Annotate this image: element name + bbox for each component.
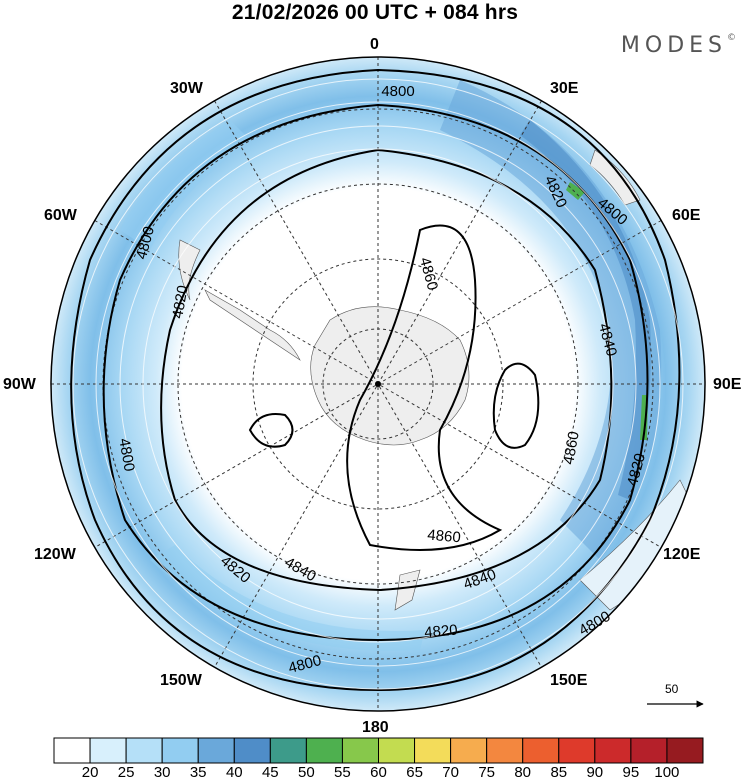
lon-label-30e: 30E: [550, 80, 579, 97]
colorbar-tick-label: 50: [298, 764, 315, 781]
wind-reference-label: 50: [665, 682, 679, 696]
colorbar-swatch: [594, 737, 632, 764]
map-boundary: [50, 56, 706, 712]
antarctic-peninsula: [204, 289, 301, 361]
lon-label-180: 180: [362, 719, 389, 736]
colorbar-swatch: [233, 737, 271, 764]
contour-label: 4800: [115, 437, 138, 473]
colorbar-tick-label: 90: [586, 764, 604, 781]
colorbar-tick-label: 20: [81, 764, 99, 781]
south-pole-marker: [375, 381, 381, 387]
contour-label: 4860: [427, 527, 462, 547]
colorbar-swatch: [522, 737, 560, 764]
lon-label-150w: 150W: [160, 672, 202, 689]
lon-label-90w: 90W: [3, 376, 36, 393]
colorbar-tick-label: 25: [117, 764, 135, 781]
lon-label-120e: 120E: [663, 546, 701, 563]
colorbar-tick-label: 70: [442, 764, 459, 781]
colorbar-tick-label: 40: [225, 764, 243, 781]
colorbar-swatch: [378, 737, 416, 764]
colorbar-swatch: [341, 737, 380, 764]
contour-high-west: [248, 413, 294, 448]
colorbar-tick-label: 100: [654, 764, 680, 781]
lon-label-60e: 60E: [672, 207, 701, 224]
contour-label: 4860: [560, 430, 583, 466]
contour-4800: [70, 68, 681, 692]
colorbar-swatch: [197, 737, 235, 764]
colorbar-tick-label: 80: [514, 764, 532, 781]
colorbar-swatch: [161, 737, 199, 764]
antarctica-landmass: [310, 306, 470, 446]
contour-high-east: [492, 362, 540, 449]
colorbar-tick-label: 85: [550, 764, 568, 781]
brand-logo: MODES©: [621, 33, 736, 58]
colorbar-swatch: [305, 737, 343, 764]
contour-label: 4800: [381, 83, 414, 100]
colorbar-swatch: [53, 737, 91, 764]
contour-4860: [346, 224, 503, 551]
brand-text: MODES: [620, 33, 727, 58]
colorbar-swatch: [630, 737, 668, 764]
contour-4820: [102, 103, 649, 642]
colorbar-swatch: [486, 737, 524, 764]
lon-label-150e: 150E: [550, 672, 588, 689]
south-america-tip: [178, 239, 201, 301]
contour-4840: [160, 148, 613, 592]
colorbar-tick-label: 35: [189, 764, 207, 781]
colorbar-swatch: [558, 737, 596, 764]
south-africa-tip: [589, 149, 641, 206]
map-title: 21/02/2026 00 UTC + 084 hrs: [231, 1, 519, 24]
contour-label: 4820: [169, 284, 192, 320]
wind-streamlines: [72, 78, 684, 690]
brand-mark: ©: [727, 33, 736, 43]
lon-label-120w: 120W: [34, 546, 76, 563]
lon-label-90e: 90E: [713, 376, 742, 393]
contour-label: 4820: [424, 622, 459, 642]
colorbar-tick-label: 75: [478, 764, 496, 781]
jet-max-east: [520, 120, 651, 500]
lon-label-30w: 30W: [170, 80, 203, 97]
colorbar-swatch: [125, 737, 163, 764]
colorbar-swatch: [450, 737, 488, 764]
colorbar-tick-label: 55: [334, 764, 351, 781]
jet-peak-patch: [566, 182, 585, 200]
colorbar-swatch: [666, 737, 704, 764]
colorbar-tick-label: 60: [370, 764, 387, 781]
lon-label-0: 0: [370, 36, 379, 53]
colorbar-swatch: [269, 737, 307, 764]
lon-label-60w: 60W: [44, 207, 77, 224]
colorbar-tick-label: 30: [153, 764, 171, 781]
colorbar-tick-label: 95: [622, 764, 640, 781]
colorbar-tick-label: 45: [261, 764, 279, 781]
colorbar-tick-label: 65: [406, 764, 423, 781]
colorbar-ticks: 20 25 30 35 40 45 50 55 60 65 70 75 80 85 90 95 100: [40, 764, 720, 782]
new-zealand: [394, 569, 421, 611]
height-contours: [70, 68, 681, 692]
colorbar-swatch: [414, 737, 452, 764]
colorbar-swatch: [89, 737, 127, 764]
